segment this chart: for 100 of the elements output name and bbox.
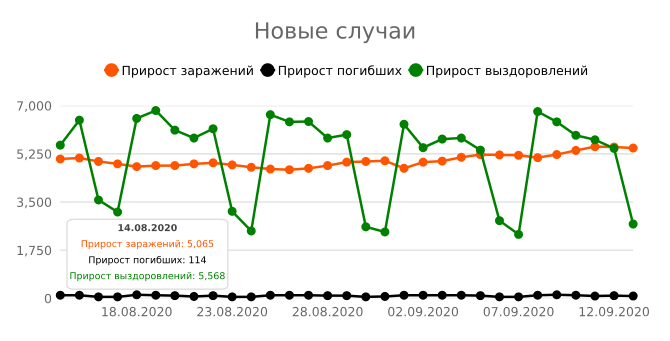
point [208, 124, 218, 134]
point [113, 292, 122, 302]
point [590, 292, 600, 301]
point [342, 158, 352, 167]
point [456, 134, 466, 143]
point [151, 161, 160, 170]
point [266, 164, 275, 174]
point [304, 117, 314, 126]
point [342, 130, 352, 140]
y-tick-label: 7,000 [17, 101, 52, 112]
point [323, 161, 332, 170]
annotation: 14.08.2020 [118, 224, 177, 232]
point [628, 144, 638, 153]
point [56, 290, 65, 300]
point [94, 156, 104, 166]
point [94, 195, 104, 204]
point [418, 290, 428, 300]
y-tick-label: 1,750 [18, 246, 52, 256]
point [74, 153, 84, 163]
point [399, 164, 409, 173]
point [266, 110, 275, 120]
point [132, 162, 142, 172]
point [74, 290, 84, 300]
point [74, 116, 84, 125]
point [380, 156, 390, 166]
annotation: Прирост заражений: 5,065 [82, 240, 214, 250]
point [571, 146, 580, 155]
point [228, 160, 237, 170]
point [151, 290, 160, 300]
point [56, 140, 65, 150]
legend-label: Прирост заражений [122, 66, 253, 78]
point [189, 159, 198, 168]
point [342, 291, 352, 300]
point [361, 222, 370, 232]
y-tick-label: 5,250 [17, 149, 52, 160]
point [628, 292, 638, 301]
point [170, 161, 180, 170]
point [380, 227, 390, 236]
point [246, 226, 256, 236]
point [304, 164, 314, 173]
point [94, 292, 104, 302]
point [456, 290, 466, 300]
point [571, 290, 580, 300]
x-tick-label: 07.09.2020 [484, 306, 554, 316]
point [494, 292, 504, 302]
point [246, 292, 256, 302]
point [246, 162, 256, 172]
point [494, 150, 504, 160]
point [438, 290, 447, 300]
point [456, 152, 466, 162]
legend-label: Прирост выздоровлений [427, 66, 588, 78]
point [571, 130, 580, 140]
point [323, 291, 332, 300]
point [476, 146, 485, 155]
point [533, 107, 542, 116]
point [533, 153, 542, 162]
point [189, 134, 198, 143]
annotation: Прирост погибших: 114 [89, 256, 206, 266]
chart-title: Новые случаи [256, 22, 414, 44]
point [399, 120, 409, 129]
x-tick-label: 18.08.2020 [102, 306, 172, 316]
point [228, 292, 237, 302]
point [323, 134, 332, 143]
point [628, 220, 638, 229]
y-tick-label: 0 [44, 294, 52, 304]
point [418, 158, 428, 167]
point [284, 290, 294, 300]
point [438, 134, 447, 144]
point [399, 290, 409, 300]
legend-label: Прирост погибших [278, 65, 402, 78]
point [361, 156, 370, 166]
point [610, 291, 619, 300]
point [228, 206, 237, 216]
point [113, 207, 122, 217]
annotation: Прирост выздоровлений: 5,568 [70, 272, 225, 282]
point [151, 106, 160, 116]
point [590, 135, 600, 144]
point [170, 291, 180, 300]
point [170, 126, 180, 135]
point [514, 150, 524, 160]
point [113, 159, 122, 168]
point [189, 292, 198, 301]
point [476, 291, 485, 300]
point [284, 165, 294, 174]
x-tick-label: 23.08.2020 [197, 306, 268, 316]
y-tick-label: 3,500 [17, 198, 52, 208]
x-tick-label: 12.09.2020 [580, 306, 650, 316]
point [132, 290, 142, 300]
point [552, 117, 562, 126]
x-tick-label: 02.09.2020 [388, 306, 458, 316]
point [494, 216, 504, 226]
point [304, 290, 314, 300]
point [552, 290, 562, 300]
point [132, 114, 142, 123]
point [266, 290, 275, 300]
point [208, 158, 218, 168]
point [533, 290, 542, 300]
point [380, 292, 390, 301]
point [56, 154, 65, 164]
point [438, 156, 447, 166]
